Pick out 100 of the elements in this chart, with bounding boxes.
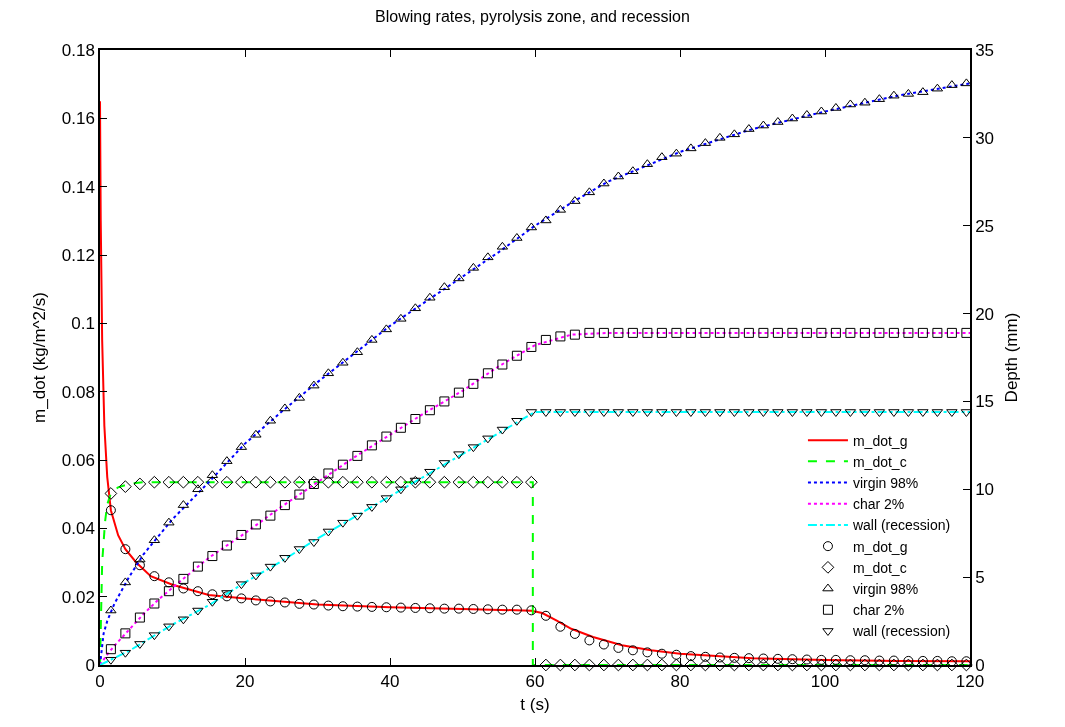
point	[642, 327, 653, 338]
point	[323, 600, 334, 611]
y-tick-label: 0	[85, 655, 95, 675]
point	[250, 429, 262, 438]
point	[424, 603, 435, 614]
point	[858, 658, 872, 672]
point	[743, 327, 754, 338]
point	[192, 586, 203, 597]
point	[555, 621, 566, 632]
point	[308, 599, 319, 610]
point	[395, 486, 407, 495]
point	[366, 601, 377, 612]
point	[917, 655, 928, 666]
point	[728, 658, 741, 672]
point	[323, 468, 334, 479]
point	[308, 380, 320, 389]
point	[568, 658, 582, 672]
point	[743, 653, 754, 664]
point	[540, 334, 551, 345]
point	[265, 510, 276, 521]
legend-label: virgin 98%	[852, 581, 919, 598]
x-tick-label: 20	[235, 672, 255, 692]
legend-label: m_dot_g	[852, 538, 908, 555]
y-tick-label: 0.08	[61, 382, 95, 402]
point	[540, 215, 552, 224]
y-axis-title: m_dot (kg/m^2/s)	[29, 292, 49, 423]
point	[134, 554, 146, 563]
point	[801, 327, 812, 338]
legend-label: char 2%	[852, 602, 905, 619]
y2-tick-label: 25	[975, 216, 995, 236]
point	[293, 475, 306, 489]
point	[105, 505, 116, 516]
point	[452, 475, 466, 489]
point	[134, 560, 145, 571]
point	[236, 529, 247, 540]
point	[888, 90, 900, 99]
point	[120, 544, 131, 555]
point	[410, 414, 421, 424]
point	[337, 459, 348, 470]
point	[453, 387, 464, 398]
point	[250, 572, 262, 581]
point	[539, 658, 553, 672]
point	[873, 658, 886, 672]
point	[381, 602, 392, 613]
point	[236, 593, 247, 604]
y2-tick-label: 20	[975, 304, 995, 324]
point	[497, 359, 508, 370]
legend-label: virgin 98%	[852, 475, 919, 492]
point	[206, 475, 219, 489]
point	[960, 658, 973, 672]
point	[221, 591, 232, 602]
point	[220, 475, 234, 489]
point	[423, 475, 437, 489]
x-axis-title: t (s)	[520, 695, 550, 715]
point	[613, 327, 624, 338]
y-tick-label: 0.04	[61, 519, 95, 539]
point	[816, 654, 827, 665]
point	[249, 475, 263, 489]
point	[888, 327, 899, 338]
point	[626, 658, 640, 672]
point	[598, 639, 609, 650]
point	[453, 451, 465, 460]
x-tick-label: 120	[955, 672, 985, 692]
point	[903, 327, 914, 338]
y-tick-label: 0.06	[61, 450, 95, 470]
point	[365, 475, 379, 489]
y-tick-label: 0.16	[61, 109, 95, 129]
y2-tick-label: 15	[975, 392, 995, 412]
point	[945, 658, 959, 672]
point	[482, 604, 493, 615]
point	[279, 500, 290, 511]
point	[134, 612, 145, 623]
point	[714, 327, 725, 338]
point	[569, 329, 580, 340]
point	[496, 475, 509, 489]
point	[597, 658, 611, 672]
point	[337, 357, 349, 366]
point	[352, 450, 363, 461]
point	[105, 605, 117, 614]
point	[207, 551, 218, 562]
point	[859, 327, 870, 338]
point	[149, 598, 160, 609]
point	[207, 589, 218, 600]
point	[554, 658, 567, 672]
point	[395, 422, 406, 433]
point	[742, 658, 756, 672]
x-tick-label: 40	[380, 672, 400, 692]
point	[395, 313, 407, 322]
y-tick-label: 0.1	[71, 314, 95, 334]
point	[656, 648, 667, 659]
point	[787, 327, 798, 338]
point	[526, 605, 537, 616]
point	[294, 598, 305, 609]
point	[815, 658, 828, 672]
x-tick-label: 100	[810, 672, 840, 692]
legend-label: m_dot_c	[852, 453, 907, 470]
point	[684, 658, 698, 672]
point	[105, 644, 116, 655]
y2-axis-title: Depth (mm)	[1001, 312, 1021, 403]
point	[149, 571, 160, 582]
